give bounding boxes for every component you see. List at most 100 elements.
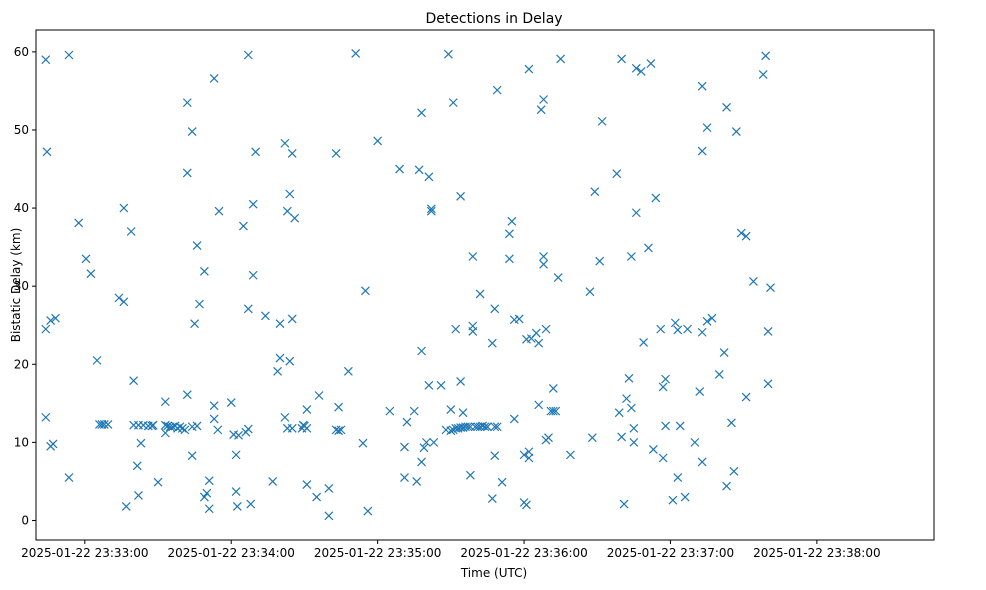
data-point: [524, 447, 534, 457]
data-point: [619, 499, 629, 509]
data-point: [648, 444, 658, 454]
data-point: [334, 426, 344, 436]
data-point: [248, 270, 258, 280]
x-tick-label: 2025-01-22 23:36:00: [460, 546, 587, 560]
data-point: [414, 165, 424, 175]
data-point: [363, 506, 373, 516]
data-point: [492, 422, 502, 432]
data-point: [287, 148, 297, 158]
data-point: [727, 418, 736, 428]
data-point: [395, 164, 405, 174]
data-point: [129, 376, 139, 386]
data-point: [343, 366, 353, 376]
data-point: [690, 437, 700, 447]
data-point: [614, 408, 624, 418]
data-point: [514, 314, 524, 324]
data-point: [458, 408, 468, 418]
data-point: [175, 422, 185, 432]
data-point: [731, 127, 741, 136]
data-point: [741, 392, 751, 402]
data-point: [160, 420, 170, 430]
data-point: [214, 206, 224, 216]
data-point: [419, 443, 429, 453]
data-point: [539, 95, 548, 104]
data-point: [763, 327, 773, 336]
data-point: [417, 457, 426, 467]
data-point: [119, 203, 129, 213]
data-point: [209, 73, 219, 83]
data-point: [422, 437, 431, 447]
data-point: [451, 324, 461, 334]
data-point: [134, 491, 143, 500]
data-point: [668, 495, 678, 505]
data-point: [490, 451, 500, 461]
x-tick-label: 2025-01-22 23:37:00: [607, 546, 734, 560]
x-axis-label: Time (UTC): [460, 566, 527, 580]
data-point: [763, 379, 773, 389]
data-point: [702, 316, 712, 326]
data-point: [182, 390, 192, 400]
data-point: [468, 327, 478, 336]
data-point: [697, 457, 707, 467]
data-point: [81, 254, 91, 264]
data-point: [556, 54, 566, 64]
data-point: [126, 227, 136, 236]
data-point: [626, 403, 636, 413]
data-point: [680, 492, 690, 502]
data-point: [243, 304, 253, 314]
y-axis-label: Bistatic Delay (km): [9, 228, 23, 343]
data-point: [504, 254, 514, 264]
data-point: [661, 421, 671, 431]
data-point: [268, 476, 278, 486]
data-point: [702, 123, 712, 133]
data-point: [114, 293, 124, 303]
data-point: [656, 324, 666, 334]
plot-frame: [35, 29, 935, 541]
y-tick-label: 40: [14, 201, 29, 215]
data-point: [509, 414, 519, 424]
data-point: [548, 384, 558, 393]
y-tick-label: 60: [14, 45, 29, 59]
data-point: [199, 266, 209, 276]
y-tick-label: 50: [14, 123, 29, 137]
data-point: [324, 511, 334, 521]
data-point: [766, 283, 775, 293]
data-point: [246, 499, 256, 509]
data-point: [585, 287, 595, 297]
data-point: [182, 168, 192, 178]
data-point: [490, 422, 500, 432]
data-point: [409, 406, 419, 416]
data-point: [631, 63, 641, 73]
data-point: [522, 500, 531, 510]
data-point: [334, 402, 344, 412]
data-point: [148, 420, 158, 430]
data-point: [524, 453, 534, 463]
data-point: [280, 412, 290, 422]
data-point: [697, 327, 707, 337]
data-point: [51, 313, 60, 323]
x-tick-label: 2025-01-22 23:38:00: [753, 546, 880, 560]
data-point: [646, 59, 656, 69]
data-point: [417, 108, 426, 118]
data-point: [722, 102, 732, 112]
data-point: [417, 346, 426, 356]
data-point: [670, 318, 680, 328]
y-tick-label: 0: [21, 513, 29, 527]
data-point: [446, 426, 456, 436]
data-point: [285, 356, 295, 366]
data-point: [631, 208, 641, 218]
data-point: [507, 216, 517, 226]
x-tick-label: 2025-01-22 23:33:00: [21, 546, 148, 560]
data-point: [202, 488, 212, 498]
x-axis-ticks: 2025-01-22 23:33:00 2025-01-22 23:34:00 20…: [21, 540, 881, 560]
data-point: [551, 406, 561, 416]
data-point: [587, 433, 597, 443]
data-point: [324, 484, 334, 493]
data-point: [456, 191, 466, 201]
data-point: [232, 501, 242, 511]
data-point: [617, 54, 627, 64]
data-point: [331, 148, 341, 158]
data-point: [448, 98, 458, 108]
data-point: [199, 492, 209, 502]
